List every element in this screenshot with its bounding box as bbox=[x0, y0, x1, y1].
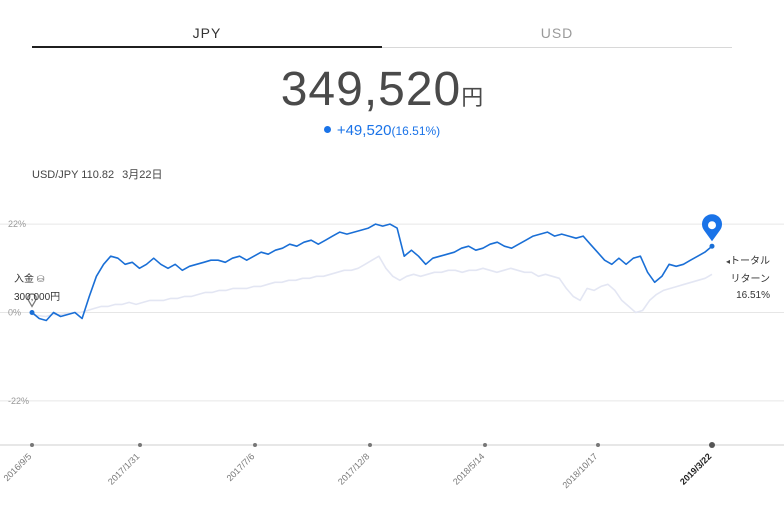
y-tick-label-2: -22% bbox=[8, 396, 29, 406]
tab-jpy[interactable]: JPY bbox=[32, 22, 382, 48]
total-return-annotation: ◂トータル リターン 16.51% bbox=[718, 252, 770, 301]
currency-tabs: JPY USD bbox=[32, 22, 732, 48]
x-tick-dot-1 bbox=[138, 443, 142, 447]
end-point-dot bbox=[709, 243, 715, 249]
pin-hole bbox=[708, 221, 716, 230]
x-tick-label-6: 2019/3/22 bbox=[678, 451, 713, 486]
benchmark-line bbox=[31, 255, 713, 318]
deposit-marker-icon bbox=[27, 293, 37, 308]
total-return-value: 16.51% bbox=[736, 290, 770, 301]
pointer-left-icon: ◂ bbox=[725, 257, 730, 266]
deposit-label: 入金 bbox=[14, 274, 34, 285]
fx-rate-info: USD/JPY 110.82 3月22日 bbox=[32, 166, 163, 182]
x-tick-dot-2 bbox=[253, 443, 257, 447]
total-return-label-1: トータル bbox=[730, 256, 770, 267]
change-display: +49,520(16.51%) bbox=[0, 122, 764, 139]
tab-usd[interactable]: USD bbox=[382, 22, 732, 48]
deposit-amount: 300,000円 bbox=[14, 292, 61, 303]
x-tick-dot-6 bbox=[709, 442, 715, 448]
x-tick-label-4: 2018/5/14 bbox=[451, 451, 486, 486]
y-tick-label-0: 22% bbox=[8, 219, 26, 229]
balance-value: 349,520 bbox=[280, 63, 462, 116]
change-dot-icon bbox=[323, 126, 331, 133]
deposit-annotation: 入金 ⛁ 300,000円 bbox=[14, 270, 60, 303]
fx-date: 3月22日 bbox=[122, 169, 163, 181]
x-tick-label-1: 2017/1/31 bbox=[106, 451, 141, 486]
x-tick-label-3: 2017/12/8 bbox=[336, 451, 371, 486]
x-tick-dot-0 bbox=[30, 443, 34, 447]
x-tick-label-2: 2017/7/6 bbox=[225, 451, 257, 483]
total-return-label-2: リターン bbox=[730, 274, 771, 285]
start-point-dot bbox=[29, 309, 35, 315]
x-tick-dot-5 bbox=[596, 443, 600, 447]
deposit-icon: ⛁ bbox=[36, 274, 45, 284]
portfolio-line bbox=[31, 223, 713, 322]
x-tick-dot-4 bbox=[483, 443, 487, 447]
balance-unit: 円 bbox=[461, 85, 484, 110]
x-tick-label-5: 2018/10/17 bbox=[560, 451, 599, 490]
x-tick-dot-3 bbox=[368, 443, 372, 447]
y-tick-label-1: 0% bbox=[8, 307, 21, 317]
fx-pair-rate: USD/JPY 110.82 bbox=[32, 169, 115, 181]
balance-display: 349,520円 bbox=[0, 62, 764, 117]
change-percent: (16.51%) bbox=[391, 124, 441, 138]
change-amount: +49,520 bbox=[336, 122, 392, 139]
x-tick-label-0: 2016/9/5 bbox=[2, 451, 34, 483]
